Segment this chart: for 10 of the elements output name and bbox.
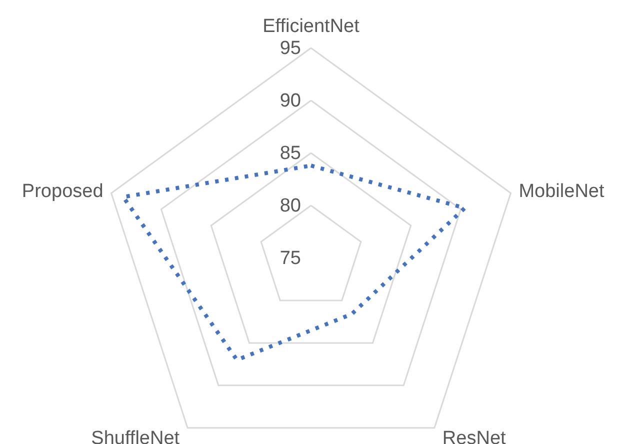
spoke-label: Proposed (22, 181, 104, 202)
y-tick-label: 90 (280, 90, 301, 112)
y-tick-label: 80 (280, 196, 301, 216)
spoke-label: ResNet (442, 428, 507, 444)
spoke-label: EfficientNet (262, 16, 360, 37)
y-tick-label: 95 (280, 38, 301, 59)
spoke-label: MobileNet (518, 181, 605, 202)
spoke-label: ShuffleNet (91, 428, 180, 444)
y-tick-label: 75 (280, 248, 301, 269)
y-tick-label: 85 (280, 143, 301, 164)
